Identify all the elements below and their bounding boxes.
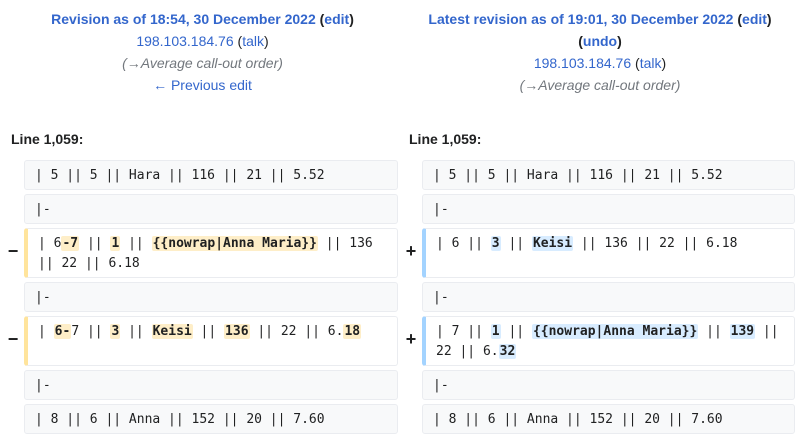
added-line: | 6 || 3 || Keisi || 136 || 22 || 6.18: [422, 228, 795, 278]
added-text: 3: [490, 236, 501, 251]
right-section-link[interactable]: →Average call-out order: [524, 77, 676, 93]
right-revision-header: Latest revision as of 19:01, 30 December…: [405, 8, 795, 96]
added-text: 1: [490, 324, 501, 339]
deleted-text: 3: [110, 324, 121, 339]
right-edit-link[interactable]: edit: [742, 11, 767, 27]
added-text: Keisi: [531, 236, 574, 251]
left-user-line: 198.103.184.76 (talk): [136, 33, 269, 49]
deleted-text: Keisi: [151, 324, 193, 339]
deleted-text: 136: [224, 324, 250, 339]
right-revision-title-line: Latest revision as of 19:01, 30 December…: [428, 11, 772, 27]
right-user-line: 198.103.184.76 (talk): [533, 55, 667, 71]
left-revision-title-line: Revision as of 18:54, 30 December 2022 (…: [51, 11, 354, 27]
right-undo-line: (undo): [578, 33, 622, 49]
left-edit-link[interactable]: edit: [324, 11, 350, 27]
undo-link[interactable]: undo: [582, 33, 618, 49]
added-line: | 7 || 1 || {{nowrap|Anna Maria}} || 139…: [422, 316, 795, 366]
context-line-right: | 8 || 6 || Anna || 152 || 20 || 7.60: [422, 404, 795, 434]
context-line-right: |-: [422, 370, 795, 400]
deleted-text: 1: [110, 236, 121, 251]
context-line-left: | 8 || 6 || Anna || 152 || 20 || 7.60: [24, 404, 398, 434]
context-line-right: | 5 || 5 || Hara || 116 || 21 || 5.52: [422, 160, 795, 190]
right-revision-link[interactable]: Latest revision as of 19:01, 30 December…: [428, 11, 734, 27]
added-text: 32: [498, 344, 517, 359]
added-text: {{nowrap|Anna Maria}}: [531, 324, 699, 339]
left-revision-link[interactable]: Revision as of 18:54, 30 December 2022: [51, 11, 316, 27]
left-edit-summary: (→Average call-out order): [122, 55, 283, 71]
right-user-link[interactable]: 198.103.184.76: [533, 55, 632, 71]
context-line-left: |-: [24, 194, 398, 224]
deleted-text: -7: [61, 236, 80, 251]
added-line-marker: +: [405, 241, 417, 261]
deleted-line: | 6-7 || 1 || {{nowrap|Anna Maria}} || 1…: [24, 228, 398, 278]
added-text: 139: [729, 324, 756, 339]
context-line-right: |-: [422, 194, 795, 224]
deleted-text: {{nowrap|Anna Maria}}: [151, 236, 318, 251]
left-revision-header: Revision as of 18:54, 30 December 2022 (…: [10, 8, 395, 96]
left-line-number: Line 1,059:: [11, 131, 84, 147]
left-user-link[interactable]: 198.103.184.76: [136, 33, 234, 49]
right-edit-summary: (→Average call-out order): [519, 77, 681, 93]
added-line-marker: +: [405, 329, 417, 349]
context-line-left: | 5 || 5 || Hara || 116 || 21 || 5.52: [24, 160, 398, 190]
right-line-number: Line 1,059:: [409, 131, 482, 147]
left-talk-link[interactable]: talk: [242, 33, 264, 49]
deleted-text: 18: [343, 324, 362, 339]
deleted-line: | 6-7 || 3 || Keisi || 136 || 22 || 6.18: [24, 316, 398, 366]
context-line-right: |-: [422, 282, 795, 312]
left-section-link[interactable]: →Average call-out order: [126, 55, 279, 71]
deleted-line-marker: −: [7, 241, 19, 261]
right-talk-link[interactable]: talk: [639, 55, 662, 71]
previous-edit-link[interactable]: ← Previous edit: [153, 77, 252, 93]
context-line-left: |-: [24, 370, 398, 400]
deleted-text: 6-: [53, 324, 72, 339]
context-line-left: |-: [24, 282, 398, 312]
deleted-line-marker: −: [7, 329, 19, 349]
